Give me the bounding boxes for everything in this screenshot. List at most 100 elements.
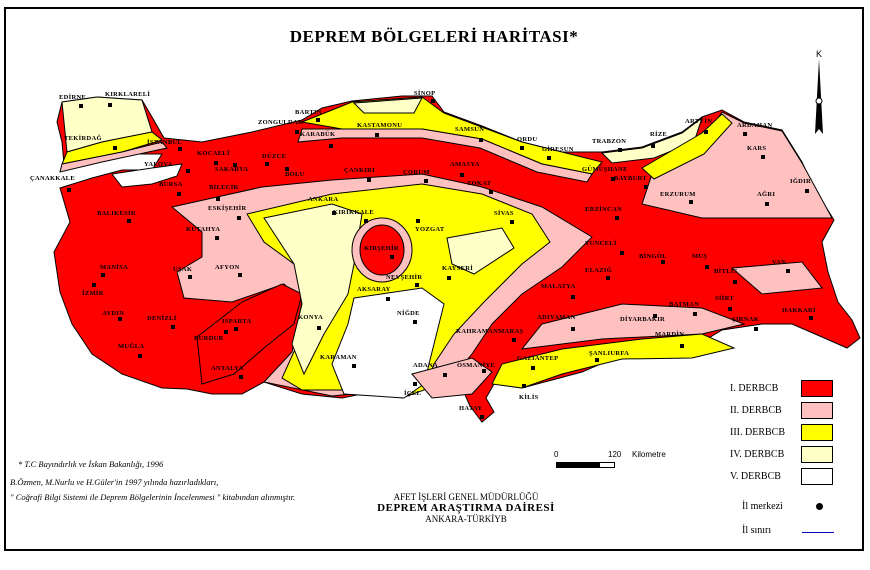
scale-bar-segment [599,462,615,468]
scale-unit: Kilometre [632,450,666,459]
city-center-marker [704,130,708,134]
city-center-marker [680,344,684,348]
city-label: MUĞLA [118,343,145,350]
city-label: HAKKARİ [782,307,816,314]
city-label: ZONGULDAK [258,119,304,126]
zone2-blacksea [297,128,593,183]
city-label: ÇORUM [403,169,430,176]
city-center-marker [611,177,615,181]
organization-block: AFET İŞLERİ GENEL MÜDÜRLÜĞÜ DEPREM ARAŞT… [336,492,596,524]
author-note: B.Özmen, M.Nurlu ve H.Güler'in 1997 yılı… [10,477,219,487]
city-center-marker [216,197,220,201]
city-center-marker [265,162,269,166]
legend-border-label: İl sınırı [742,525,772,536]
city-label: BURSA [159,181,183,188]
north-arrow: K [812,49,826,144]
city-label: İZMİR [82,290,104,297]
city-center-marker [520,146,524,150]
city-label: BALIKESİR [97,210,136,217]
city-label: SAMSUN [455,126,485,133]
map-title: DEPREM BÖLGELERİ HARİTASI* [289,27,579,46]
city-label: KASTAMONU [357,122,403,129]
city-center-icon [816,503,823,510]
city-center-marker [127,219,131,223]
city-label: DENİZLİ [147,315,177,322]
city-label: BOLU [285,171,305,178]
city-label: NİĞDE [397,310,420,317]
city-center-marker [79,104,83,108]
city-label: ESKİŞEHİR [208,205,247,212]
city-label: ÇANKIRI [344,167,375,174]
city-label: KARAMAN [320,354,357,361]
city-center-marker [413,320,417,324]
city-center-marker [138,354,142,358]
legend-label: II. DERBCB [730,405,782,416]
city-label: ADANA [413,362,438,369]
city-label: KIRIKKALE [333,209,374,216]
city-label: AKSARAY [357,286,391,293]
city-center-marker [615,216,619,220]
legend-label: IV. DERBCB [730,449,785,460]
city-center-marker [805,189,809,193]
city-center-marker [547,156,551,160]
city-center-marker [510,220,514,224]
city-label: ADIYAMAN [537,314,576,321]
city-center-marker [571,295,575,299]
city-center-marker [386,297,390,301]
legend-swatch [801,380,833,397]
city-label: BİNGÖL [639,253,667,260]
city-center-marker [178,147,182,151]
city-label: ERZURUM [660,191,696,198]
city-center-marker [285,167,289,171]
city-center-marker [316,118,320,122]
city-label: GAZİANTEP [517,355,559,362]
city-label: DİYARBAKIR [620,316,666,323]
city-label: SAKARYA [215,166,249,173]
city-center-marker [118,317,122,321]
city-label: YALOVA [144,161,173,168]
city-center-marker [693,312,697,316]
city-label: KÜTAHYA [186,226,221,233]
city-center-marker [653,314,657,318]
legend-label: V. DERBCB [730,471,781,482]
city-label: SİNOP [414,90,436,97]
city-center-marker [234,327,238,331]
zone2-thrace [59,141,168,173]
legend-swatch [801,446,833,463]
city-center-marker [606,276,610,280]
province-border-icon [802,532,834,533]
city-center-marker [367,178,371,182]
city-label: KİLİS [519,394,539,401]
zone4-west [263,203,363,376]
zone4-trabzon [600,116,703,164]
zone5-konya [331,287,445,399]
legend-city-center-label: İl merkezi [742,501,783,512]
city-label: ANTALYA [211,365,244,372]
city-label: TUNCELİ [585,240,617,247]
city-label: İÇEL [404,390,422,397]
city-label: ARTVİN [685,118,713,125]
city-label: TOKAT [467,180,492,187]
city-label: AYDIN [102,310,125,317]
north-arrow-icon [815,59,823,134]
city-center-marker [239,375,243,379]
city-label: OSMANİYE [457,362,496,369]
city-center-marker [443,373,447,377]
kirsehir-zone1 [359,224,405,276]
city-center-marker [743,132,747,136]
city-center-marker [754,327,758,331]
city-label: ANKARA [308,196,339,203]
city-center-marker [375,133,379,137]
city-label: AFYON [215,264,240,271]
city-label: BARTIN [295,109,322,116]
city-center-marker [689,200,693,204]
city-label: KONYA [298,314,324,321]
city-center-marker [705,265,709,269]
city-label: İSTANBUL [147,139,183,146]
city-center-marker [644,185,648,189]
zone3-southeast [491,333,736,389]
scale-start: 0 [554,450,559,459]
seismic-zone-map [53,95,861,423]
city-label: BAYBURT [614,175,648,182]
legend-label: III. DERBCB [730,427,785,438]
